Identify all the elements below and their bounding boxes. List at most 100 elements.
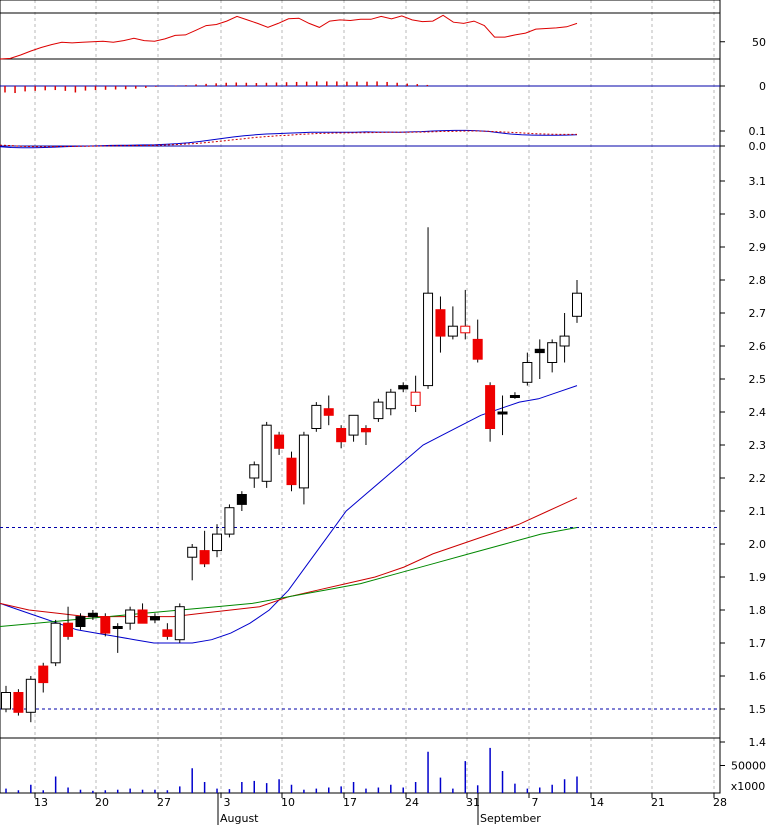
price-ytick-label-11: 2.0 [749, 538, 767, 551]
price-ytick-label-9: 2.2 [749, 472, 767, 485]
candle-body-26 [323, 408, 334, 416]
candle-body-22 [274, 434, 285, 449]
candle-25 [311, 402, 322, 432]
price-ytick-label-3: 2.8 [749, 274, 767, 287]
candle-13 [162, 623, 173, 640]
candle-0 [1, 685, 11, 713]
candle-42 [522, 352, 533, 386]
candle-body-38 [472, 338, 483, 360]
candle-44 [547, 339, 558, 373]
candle-body-12 [149, 616, 160, 621]
volume-ytick-label-0: 50000 [731, 760, 766, 773]
candle-30 [373, 398, 384, 422]
candle-body-6 [75, 616, 86, 627]
price-ytick-label-4: 2.7 [749, 307, 767, 320]
candle-23 [286, 451, 297, 492]
x-label-8: 7 [532, 796, 539, 809]
candle-10 [125, 606, 136, 630]
x-label-2: 27 [157, 796, 171, 809]
candle-body-28 [348, 414, 359, 436]
price-ytick-label-7: 2.4 [749, 406, 767, 419]
candle-body-30 [373, 401, 384, 420]
chart-marks [0, 14, 582, 793]
macd-line-1 [0, 130, 577, 148]
candle-body-18 [224, 507, 235, 535]
candle-15 [187, 544, 198, 581]
candle-24 [298, 431, 309, 505]
plot-border [0, 0, 721, 794]
candle-body-43 [534, 348, 545, 354]
candle-body-11 [137, 609, 148, 624]
candle-body-9 [112, 626, 123, 629]
candle-body-36 [447, 325, 458, 337]
candle-body-21 [261, 424, 272, 482]
candle-20 [249, 461, 260, 488]
candle-40 [497, 395, 508, 436]
candle-body-3 [38, 665, 49, 684]
candle-body-13 [162, 629, 173, 637]
candle-16 [199, 530, 210, 568]
x-label-0: 13 [34, 796, 48, 809]
month-label-0: August [220, 812, 259, 825]
price-ytick-label-12: 1.9 [749, 571, 767, 584]
candle-body-46 [572, 292, 582, 317]
candle-body-7 [87, 612, 98, 618]
candle-2 [25, 676, 36, 723]
month-label-1: September [480, 812, 541, 825]
moving-average-0 [0, 385, 578, 644]
price-ytick-label-13: 1.8 [749, 604, 767, 617]
x-label-5: 17 [343, 796, 357, 809]
price-ytick-label-15: 1.6 [749, 670, 767, 683]
candle-body-20 [249, 464, 260, 479]
candle-9 [112, 623, 123, 653]
x-label-11: 28 [713, 796, 727, 809]
price-ytick-label-1: 3.0 [749, 208, 767, 221]
price-ytick-label-14: 1.7 [749, 637, 767, 650]
candle-19 [236, 491, 247, 511]
candle-body-39 [485, 385, 496, 430]
candle-4 [50, 619, 61, 667]
x-label-7: 31 [466, 796, 480, 809]
candle-28 [348, 414, 359, 442]
candle-36 [447, 306, 458, 340]
price-ytick-label-8: 2.3 [749, 439, 767, 452]
candle-37 [460, 289, 471, 340]
candle-body-15 [187, 546, 198, 558]
candle-45 [559, 313, 570, 363]
x-label-1: 20 [95, 796, 109, 809]
candle-body-14 [174, 606, 185, 641]
candle-body-8 [100, 616, 111, 634]
x-label-9: 14 [590, 796, 604, 809]
y-axis: 50 0 0.1 0.0 3.1 3.0 2.9 2.8 2.7 2.6 2.5 2.4 2.3 2.2 2… [720, 36, 766, 793]
candle-body-42 [522, 362, 533, 383]
price-ytick-label-16: 1.5 [749, 703, 767, 716]
candle-17 [212, 524, 223, 558]
candle-body-27 [336, 428, 347, 443]
price-ytick-label-2: 2.9 [749, 241, 767, 254]
candle-body-0 [1, 692, 11, 710]
candle-body-10 [125, 609, 136, 624]
candle-body-19 [236, 494, 247, 505]
candle-6 [75, 613, 86, 630]
candle-body-16 [199, 550, 210, 565]
candle-38 [472, 319, 483, 363]
price-ytick-label-0: 3.1 [749, 175, 767, 188]
price-ytick-label-17: 1.4 [749, 736, 767, 749]
chart-panels [0, 0, 721, 794]
candle-8 [100, 613, 111, 637]
candle-11 [137, 603, 148, 624]
candle-body-2 [25, 678, 36, 713]
candle-body-34 [423, 292, 434, 387]
candle-41 [509, 392, 520, 399]
moving-average-2 [0, 527, 578, 627]
candle-body-25 [311, 404, 322, 429]
candle-12 [149, 613, 160, 624]
macd-ytick-label-1: 0.0 [749, 140, 767, 153]
price-ytick-label-6: 2.5 [749, 373, 767, 386]
candle-body-40 [497, 411, 508, 415]
candle-1 [13, 689, 24, 716]
candle-21 [261, 421, 272, 488]
candle-35 [435, 296, 446, 353]
candle-3 [38, 662, 49, 693]
